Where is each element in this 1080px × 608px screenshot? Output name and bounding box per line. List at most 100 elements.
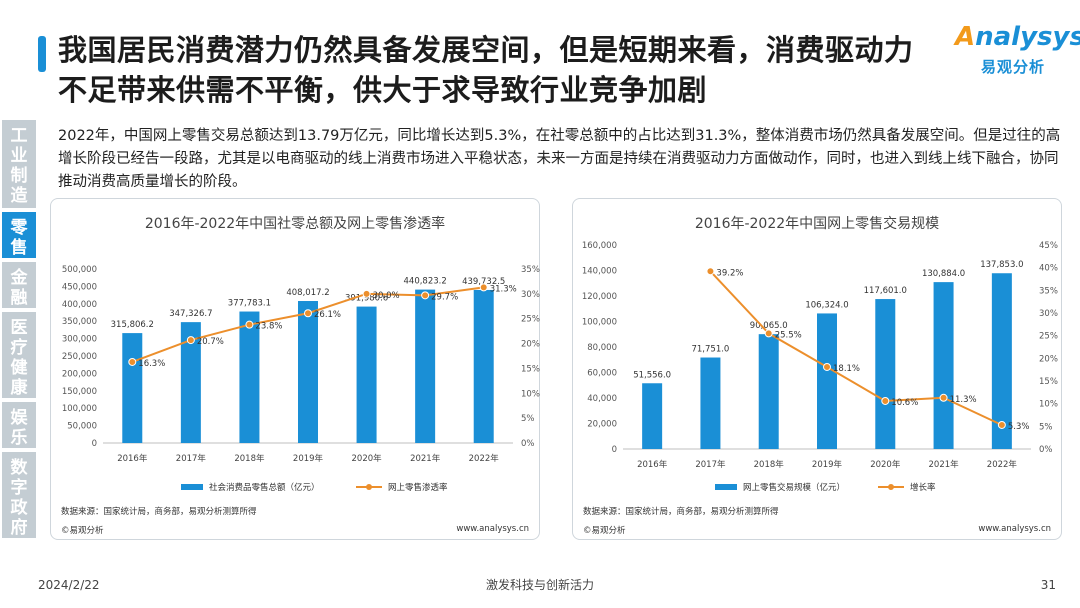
y2-tick-label: 30% bbox=[521, 290, 540, 300]
bar-value-label: 440,823.2 bbox=[404, 277, 447, 287]
y-tick-label: 100,000 bbox=[62, 404, 97, 414]
bar bbox=[933, 282, 954, 449]
y-tick-label: 250,000 bbox=[62, 352, 97, 362]
y2-tick-label: 30% bbox=[1039, 309, 1058, 319]
sidebar-item-0[interactable]: 工业制造 bbox=[2, 120, 36, 208]
y2-tick-label: 20% bbox=[1039, 354, 1058, 364]
y-tick-label: 0 bbox=[612, 445, 617, 455]
y2-tick-label: 35% bbox=[1039, 286, 1058, 296]
bar bbox=[298, 301, 318, 443]
legend-line-marker bbox=[888, 484, 894, 490]
line-point bbox=[128, 357, 137, 366]
y-tick-label: 50,000 bbox=[67, 422, 97, 432]
page-title: 我国居民消费潜力仍然具备发展空间，但是短期来看，消费驱动力不足带来供需不平衡，供… bbox=[58, 33, 914, 107]
bar-value-label: 408,017.2 bbox=[286, 288, 329, 298]
line-point bbox=[706, 267, 715, 276]
chart-svg-retail-penetration: 0 50,000 100,000 150,000 200,000 250,000 300,0… bbox=[62, 265, 540, 493]
legend-bar-swatch bbox=[181, 484, 203, 490]
chart-title: 2016年-2022年中国网上零售交易规模 bbox=[694, 216, 940, 232]
sidebar-item-4[interactable]: 娱乐 bbox=[2, 402, 36, 448]
sidebar-item-1[interactable]: 零售 bbox=[2, 212, 36, 258]
line-value-label: 30.0% bbox=[373, 291, 400, 301]
bar bbox=[991, 273, 1012, 449]
bar-value-label: 130,884.0 bbox=[922, 269, 965, 279]
line-value-label: 11.3% bbox=[950, 395, 977, 405]
logo-wordmark: Analysys bbox=[955, 22, 1080, 52]
legend-line-label: 增长率 bbox=[910, 482, 936, 493]
bar-value-label: 137,853.0 bbox=[980, 260, 1023, 270]
line-value-label: 18.1% bbox=[833, 364, 860, 374]
y-tick-label: 500,000 bbox=[62, 265, 97, 275]
bar bbox=[180, 322, 201, 443]
line-value-label: 31.3% bbox=[490, 284, 517, 294]
x-tick-label: 2017年 bbox=[695, 459, 726, 470]
y2-tick-label: 10% bbox=[521, 389, 540, 399]
y-tick-label: 0 bbox=[92, 439, 97, 449]
line-point bbox=[939, 393, 948, 402]
legend-bar-label: 网上零售交易规模（亿元） bbox=[743, 482, 845, 493]
line-value-label: 16.3% bbox=[138, 359, 165, 369]
y-tick-label: 150,000 bbox=[62, 387, 97, 397]
y2-tick-label: 40% bbox=[1039, 264, 1058, 274]
sidebar: 工业制造零售金融医疗健康娱乐数字政府 bbox=[0, 118, 38, 538]
y2-tick-label: 35% bbox=[521, 265, 540, 275]
chart-website: www.analysys.cn bbox=[978, 524, 1051, 534]
line-point bbox=[479, 283, 488, 292]
sidebar-item-2[interactable]: 金融 bbox=[2, 262, 36, 308]
bar bbox=[758, 334, 779, 449]
y2-tick-label: 5% bbox=[1039, 422, 1053, 432]
line-value-label: 23.8% bbox=[255, 322, 282, 332]
x-tick-label: 2022年 bbox=[469, 453, 500, 464]
x-tick-label: 2020年 bbox=[870, 459, 901, 470]
logo-subtitle: 易观分析 bbox=[981, 58, 1046, 76]
x-tick-label: 2019年 bbox=[812, 459, 843, 470]
bar bbox=[817, 313, 837, 449]
y2-tick-label: 0% bbox=[521, 439, 535, 449]
x-tick-label: 2016年 bbox=[117, 453, 148, 464]
y2-tick-label: 10% bbox=[1039, 400, 1058, 410]
chart-copyright: ©易观分析 bbox=[61, 526, 104, 536]
chart-copyright: ©易观分析 bbox=[583, 526, 626, 536]
title-accent-bar bbox=[38, 36, 46, 72]
line-value-label: 5.3% bbox=[1008, 422, 1030, 432]
footer-slogan: 激发科技与创新活力 bbox=[485, 578, 594, 592]
bar bbox=[875, 299, 896, 449]
y2-tick-label: 25% bbox=[521, 315, 540, 325]
y-tick-label: 160,000 bbox=[582, 241, 617, 251]
chart-source: 数据来源：国家统计局，商务部，易观分析测算所得 bbox=[61, 507, 257, 517]
bar-value-label: 51,556.0 bbox=[633, 370, 671, 380]
y2-tick-label: 25% bbox=[1039, 332, 1058, 342]
analysys-logo: Analysys 易观分析 bbox=[955, 20, 1080, 80]
line-point bbox=[764, 329, 773, 338]
bar-value-label: 347,326.7 bbox=[169, 309, 212, 319]
y2-tick-label: 0% bbox=[1039, 445, 1053, 455]
bar-value-label: 71,751.0 bbox=[691, 345, 729, 355]
bar bbox=[239, 311, 260, 443]
bar bbox=[700, 357, 721, 449]
y2-tick-label: 5% bbox=[521, 414, 535, 424]
y-tick-label: 20,000 bbox=[587, 420, 617, 430]
legend-line-label: 网上零售渗透率 bbox=[388, 482, 448, 493]
bar-value-label: 117,601.0 bbox=[864, 286, 907, 296]
x-tick-label: 2020年 bbox=[352, 453, 383, 464]
summary-paragraph: 2022年，中国网上零售交易总额达到13.79万亿元，同比增长达到5.3%，在社… bbox=[58, 128, 1061, 190]
x-tick-label: 2021年 bbox=[410, 453, 441, 464]
chart-website: www.analysys.cn bbox=[456, 524, 529, 534]
line-value-label: 20.7% bbox=[197, 337, 224, 347]
logo-word: nalysys bbox=[975, 22, 1080, 52]
y-tick-label: 140,000 bbox=[582, 267, 617, 277]
sidebar-item-3[interactable]: 医疗健康 bbox=[2, 312, 36, 398]
bar bbox=[122, 333, 143, 443]
chart-panel-retail-penetration: 2016年-2022年中国社零总额及网上零售渗透率 0 50,000 100,000… bbox=[50, 198, 540, 540]
bar bbox=[356, 306, 377, 443]
x-tick-label: 2019年 bbox=[293, 453, 324, 464]
sidebar-item-5[interactable]: 数字政府 bbox=[2, 452, 36, 538]
line-point bbox=[304, 309, 312, 318]
x-tick-label: 2022年 bbox=[987, 459, 1018, 470]
logo-letter: A bbox=[955, 22, 976, 52]
bar-value-label: 377,783.1 bbox=[228, 299, 271, 309]
bar bbox=[473, 289, 494, 443]
x-tick-label: 2021年 bbox=[929, 459, 960, 470]
bar-value-label: 106,324.0 bbox=[805, 300, 848, 310]
y2-tick-label: 45% bbox=[1039, 241, 1058, 251]
